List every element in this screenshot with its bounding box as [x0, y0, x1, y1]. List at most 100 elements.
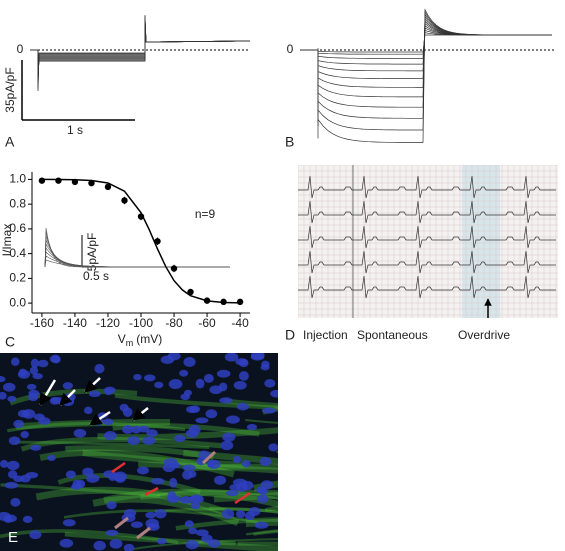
fiber — [82, 449, 248, 468]
nucleus — [260, 480, 274, 490]
nucleus — [65, 470, 76, 479]
nucleus — [169, 462, 181, 469]
fluorescence-image — [0, 353, 278, 551]
data-point — [236, 298, 244, 306]
nucleus — [28, 392, 39, 402]
ecg-trace — [298, 225, 556, 249]
trace — [30, 16, 251, 87]
nucleus — [195, 529, 209, 537]
arrow — [234, 491, 251, 505]
nucleus — [0, 459, 9, 468]
trace — [300, 27, 552, 65]
fiber — [209, 506, 278, 514]
panel-label: D — [285, 327, 295, 343]
arrow — [38, 379, 57, 407]
fiber — [103, 488, 278, 508]
nucleus — [138, 425, 150, 433]
nucleus — [137, 466, 149, 475]
nucleus — [183, 389, 193, 396]
scale-label: 1 s — [67, 123, 83, 137]
arrow — [201, 450, 217, 465]
fiber — [35, 486, 229, 517]
ecg-trace — [298, 275, 556, 299]
panel-c: I/Imax Vm (mV) n=9 5pA/pF 0.5 s C 0.0 0.2 0… — [0, 172, 250, 350]
cells — [0, 353, 278, 551]
nucleus — [209, 385, 223, 395]
nucleus — [182, 464, 196, 471]
data-point — [38, 177, 46, 184]
y-tick-label: 1.0 — [9, 172, 26, 186]
nucleus — [190, 502, 201, 510]
nucleus — [168, 379, 183, 390]
nucleus — [0, 376, 6, 383]
nucleus — [233, 380, 247, 390]
nucleus — [82, 467, 94, 477]
nucleus — [133, 373, 142, 381]
nucleus — [205, 409, 218, 419]
nucleus — [119, 403, 129, 412]
trace — [30, 14, 251, 92]
nucleus — [160, 355, 175, 364]
nucleus — [142, 436, 156, 445]
trace — [30, 22, 251, 75]
nucleus — [169, 477, 178, 488]
nucleus — [29, 366, 39, 375]
x-label-symbol: V — [118, 332, 126, 346]
y-axis-label: I/Imax — [0, 224, 14, 257]
nucleus — [8, 436, 21, 445]
nucleus — [238, 359, 249, 368]
nucleus — [49, 397, 61, 405]
fiber — [9, 388, 138, 406]
nucleus — [59, 538, 74, 548]
nucleus — [235, 509, 246, 519]
fiber — [6, 421, 186, 433]
x-tick-label: -100 — [129, 316, 153, 330]
scale-label: 0.5 s — [83, 269, 109, 283]
nucleus — [144, 374, 156, 382]
arrow — [111, 461, 126, 474]
nucleus — [6, 460, 20, 471]
nucleus — [250, 353, 265, 361]
fiber — [253, 530, 278, 536]
nucleus — [7, 395, 17, 402]
fiber — [154, 507, 278, 514]
fiber — [15, 440, 210, 449]
fiber — [183, 449, 278, 465]
nucleus — [184, 520, 194, 528]
fiber — [92, 495, 240, 527]
trace — [30, 18, 251, 83]
x-tick-label: -80 — [165, 316, 183, 330]
fiber — [276, 450, 278, 454]
fiber — [0, 529, 179, 545]
ecg-trace — [298, 200, 556, 224]
fiber — [245, 518, 278, 528]
x-tick-label: -120 — [96, 316, 120, 330]
nucleus — [62, 382, 73, 390]
nucleus — [84, 406, 93, 415]
nucleus — [10, 497, 21, 507]
ecg-trace — [298, 250, 556, 274]
trace — [30, 21, 251, 77]
data-point — [104, 183, 112, 191]
nucleus — [29, 530, 42, 540]
nucleus — [2, 382, 16, 392]
panel-b: 0 B — [285, 8, 555, 150]
nucleus — [105, 529, 119, 536]
nucleus — [238, 371, 249, 381]
fiber — [253, 480, 278, 492]
inset-trace — [44, 227, 230, 268]
fiber — [224, 398, 278, 408]
inset-trace — [44, 239, 230, 268]
nucleus — [261, 407, 276, 414]
arrow — [144, 486, 159, 497]
nucleus — [131, 425, 141, 434]
zero-label: 0 — [287, 42, 294, 56]
nucleus — [185, 539, 199, 550]
nucleus — [18, 368, 27, 377]
nucleus — [51, 355, 61, 364]
highlight — [462, 165, 500, 318]
fiber — [184, 463, 278, 472]
inset-trace — [44, 242, 230, 268]
x-label-unit: (mV) — [136, 332, 162, 346]
caption: Injection — [303, 328, 348, 342]
